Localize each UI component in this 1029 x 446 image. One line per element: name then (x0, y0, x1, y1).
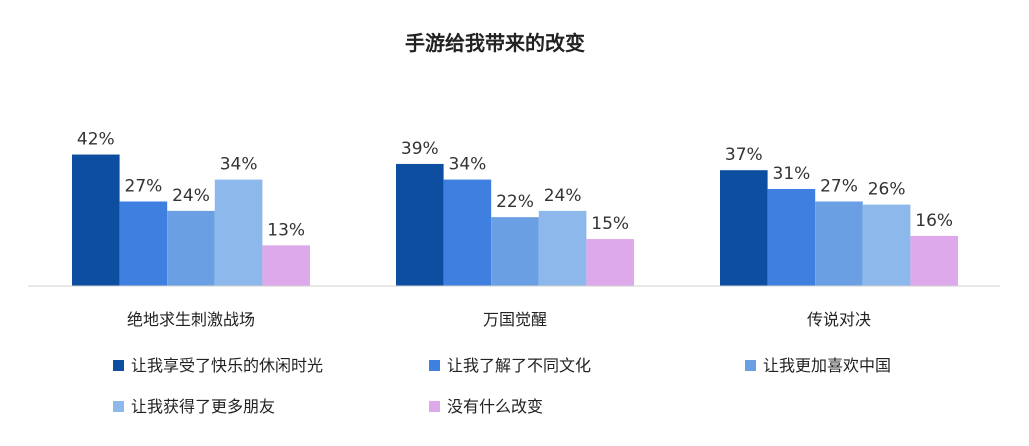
legend-label-4: 让我获得了更多朋友 (131, 397, 275, 416)
bar-1-4 (214, 179, 263, 286)
legend-swatch-3 (745, 360, 756, 371)
bar-2-3 (491, 217, 539, 286)
legend-label-1: 让我享受了快乐的休闲时光 (131, 356, 323, 375)
value-label-2-3: 22% (496, 192, 534, 212)
bar-1-5 (262, 245, 310, 286)
bar-3-3 (815, 201, 863, 286)
value-label-3-4: 26% (868, 180, 906, 200)
value-label-2-2: 34% (449, 155, 487, 175)
value-labels-group: 42% 27% 24% 34% 13% 39% 34% 22% 24% 15% 37% 31% 27% 2… (77, 130, 953, 241)
value-label-1-4: 34% (220, 155, 258, 175)
bar-3-5 (910, 235, 958, 286)
value-label-1-3: 24% (172, 186, 210, 206)
bar-1-3 (167, 210, 215, 286)
chart-title: 手游给我带来的改变 (405, 31, 585, 55)
bar-2-4 (538, 210, 587, 286)
value-label-1-2: 27% (125, 176, 163, 196)
value-label-2-4: 24% (544, 186, 582, 206)
value-label-1-1: 42% (77, 130, 115, 150)
category-labels-group: 绝地求生刺激战场 万国觉醒 传说对决 (127, 310, 871, 329)
legend-swatch-1 (113, 360, 124, 371)
bar-1-2 (119, 201, 168, 286)
legend-label-5: 没有什么改变 (447, 397, 543, 416)
legend-swatch-4 (113, 401, 124, 412)
bar-3-2 (767, 188, 816, 286)
value-label-3-2: 31% (773, 164, 811, 184)
category-label-2: 万国觉醒 (483, 310, 547, 329)
legend-swatch-2 (429, 360, 440, 371)
value-label-1-5: 13% (267, 220, 305, 240)
bar-3-1 (720, 170, 768, 286)
value-label-2-1: 39% (401, 139, 439, 159)
category-label-1: 绝地求生刺激战场 (127, 310, 255, 329)
bar-2-1 (396, 163, 444, 286)
value-label-3-5: 16% (915, 211, 953, 231)
legend-label-2: 让我了解了不同文化 (447, 356, 591, 375)
value-label-2-5: 15% (591, 214, 629, 234)
bar-1-1 (72, 154, 120, 286)
bars-group (72, 154, 958, 286)
legend-swatch-5 (429, 401, 440, 412)
category-label-3: 传说对决 (807, 310, 871, 329)
value-label-3-3: 27% (820, 176, 858, 196)
legend-label-3: 让我更加喜欢中国 (763, 356, 891, 375)
bar-2-5 (586, 239, 634, 286)
value-label-3-1: 37% (725, 145, 763, 165)
bar-3-4 (862, 204, 911, 286)
bar-2-2 (443, 179, 492, 286)
